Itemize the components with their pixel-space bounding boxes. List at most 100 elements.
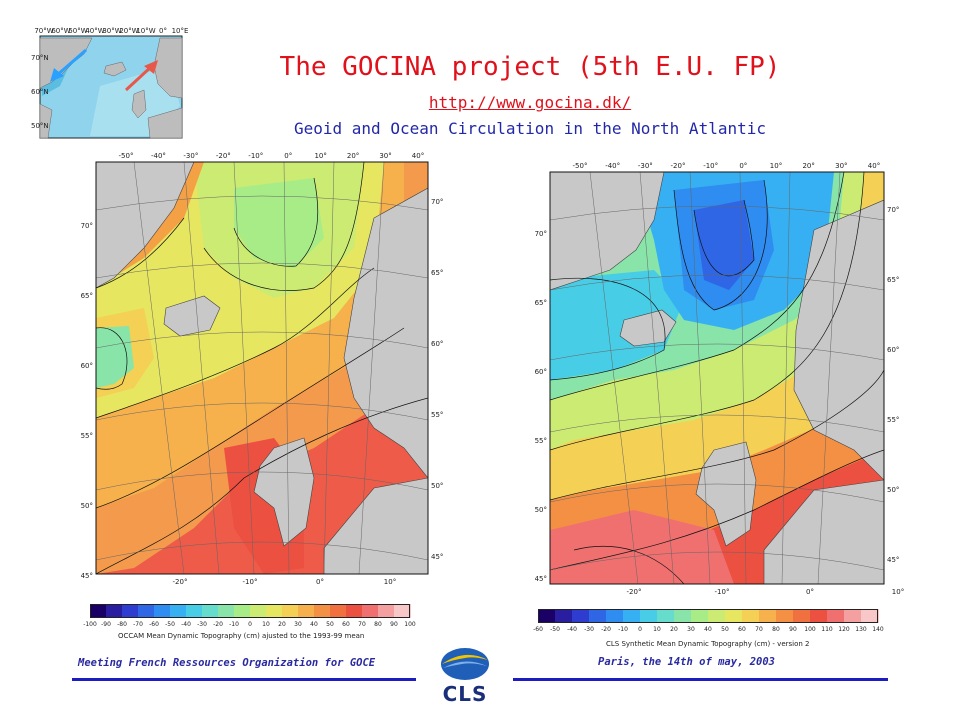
- colorbar-tick-label: 60: [738, 626, 746, 633]
- colorbar-swatch: [298, 604, 315, 618]
- left-map-iceland: [163, 295, 221, 337]
- colorbar-tick-label: 0: [248, 621, 252, 628]
- colorbar-tick-label: -30: [584, 626, 594, 633]
- map-right-lat-label: 55°: [887, 416, 899, 424]
- colorbar-tick-label: -10: [618, 626, 628, 633]
- map-bottom-lon-label: -10°: [715, 588, 730, 596]
- colorbar-tick-label: -60: [149, 621, 159, 628]
- colorbar-swatch: [640, 609, 658, 623]
- left-colorbar: -100 -90 -80 -70 -60 -50 -40 -30 -20 -10 0 10 20 30 40…: [82, 604, 428, 644]
- colorbar-tick-label: -40: [567, 626, 577, 633]
- colorbar-swatch: [234, 604, 251, 618]
- map-bottom-lon-label: 0°: [316, 578, 324, 586]
- map-bottom-lon-label: 0°: [806, 588, 814, 596]
- right-map-scandinavia: [793, 199, 884, 481]
- map-bottom-lon-label: 10°: [892, 588, 904, 596]
- colorbar-tick-label: 0: [638, 626, 642, 633]
- footer-left-rule: [72, 678, 416, 681]
- colorbar-tick-label: -80: [117, 621, 127, 628]
- map-left-lat-label: 70°: [535, 230, 547, 238]
- colorbar-swatch: [394, 604, 411, 618]
- inset-top-tick-label: 70°W: [34, 27, 53, 35]
- inset-red-arrow: [124, 60, 158, 92]
- colorbar-swatch: [186, 604, 203, 618]
- colorbar-swatch: [674, 609, 692, 623]
- left-colorbar-caption: OCCAM Mean Dynamic Topography (cm) ajust…: [118, 632, 365, 640]
- map-top-lon-label: 0°: [284, 152, 292, 160]
- map-top-lon-label: 40°: [868, 162, 880, 170]
- colorbar-swatch: [282, 604, 299, 618]
- right-colorbar: -60 -50 -40 -30 -20 -10 0 10 20 30 40 50 60 70 80 90 100…: [532, 609, 892, 649]
- page-title: The GOCINA project (5th E.U. FP): [279, 52, 781, 82]
- colorbar-swatch: [691, 609, 709, 623]
- inset-map: 70°W60°W50°W40°W30°W20°W10°W 0° 10°E 70°N 6…: [30, 26, 192, 148]
- left-map-scandinavia: [343, 187, 428, 479]
- map-left-lat-label: 65°: [535, 299, 547, 307]
- colorbar-tick-label: 30: [294, 621, 302, 628]
- colorbar-swatch: [122, 604, 139, 618]
- colorbar-swatch: [708, 609, 726, 623]
- map-bottom-lon-label: -10°: [243, 578, 258, 586]
- colorbar-tick-label: -30: [197, 621, 207, 628]
- inset-top-tick-label: 30°W: [102, 27, 121, 35]
- colorbar-tick-label: 100: [804, 626, 816, 633]
- colorbar-swatch: [810, 609, 828, 623]
- map-top-lon-label: 10°: [314, 152, 326, 160]
- project-url-link[interactable]: http://www.gocina.dk/: [428, 93, 632, 112]
- map-left-lat-label: 45°: [535, 575, 547, 583]
- right-map-europe: [763, 479, 884, 584]
- colorbar-tick-label: -20: [213, 621, 223, 628]
- colorbar-swatch: [154, 604, 171, 618]
- map-right-lat-label: 65°: [431, 269, 443, 277]
- colorbar-swatch: [793, 609, 811, 623]
- map-left-lat-label: 55°: [81, 432, 93, 440]
- map-top-lon-label: 10°: [770, 162, 782, 170]
- map-bottom-lon-label: 10°: [384, 578, 396, 586]
- colorbar-tick-label: 70: [358, 621, 366, 628]
- colorbar-tick-label: 10: [262, 621, 270, 628]
- map-left-lat-label: 60°: [81, 362, 93, 370]
- map-top-lon-label: 20°: [347, 152, 359, 160]
- colorbar-swatch: [827, 609, 845, 623]
- colorbar-swatch: [330, 604, 347, 618]
- colorbar-tick-label: 40: [704, 626, 712, 633]
- footer-right-rule: [513, 678, 888, 681]
- map-bottom-lon-label: -20°: [627, 588, 642, 596]
- colorbar-swatch: [138, 604, 155, 618]
- colorbar-tick-label: -60: [533, 626, 543, 633]
- map-left-lat-label: 65°: [81, 292, 93, 300]
- colorbar-swatch: [250, 604, 267, 618]
- cls-globe-icon: [441, 648, 489, 680]
- map-right-lat-label: 70°: [431, 198, 443, 206]
- map-top-lon-label: 40°: [412, 152, 424, 160]
- map-top-lon-label: -10°: [703, 162, 718, 170]
- colorbar-swatch: [90, 604, 107, 618]
- colorbar-tick-label: -90: [101, 621, 111, 628]
- colorbar-tick-label: 70: [755, 626, 763, 633]
- colorbar-swatch: [657, 609, 675, 623]
- map-bottom-lon-label: -20°: [173, 578, 188, 586]
- colorbar-swatch: [170, 604, 187, 618]
- right-map-british-isles: [695, 441, 757, 547]
- colorbar-tick-label: -40: [181, 621, 191, 628]
- inset-top-tick-label: 40°W: [85, 27, 104, 35]
- map-top-lon-label: -40°: [151, 152, 166, 160]
- map-right-lat-label: 50°: [431, 482, 443, 490]
- map-top-lon-label: -50°: [119, 152, 134, 160]
- colorbar-swatch: [555, 609, 573, 623]
- colorbar-tick-label: -50: [550, 626, 560, 633]
- colorbar-swatch: [314, 604, 331, 618]
- colorbar-tick-label: -20: [601, 626, 611, 633]
- footer-date-text: Paris, the 14th of may, 2003: [598, 656, 776, 668]
- colorbar-tick-label: -50: [165, 621, 175, 628]
- colorbar-swatch: [202, 604, 219, 618]
- colorbar-tick-label: 90: [390, 621, 398, 628]
- inset-blue-arrow: [50, 48, 87, 82]
- colorbar-swatch: [572, 609, 590, 623]
- colorbar-tick-label: 20: [278, 621, 286, 628]
- map-top-lon-label: 0°: [739, 162, 747, 170]
- colorbar-tick-label: 30: [687, 626, 695, 633]
- map-top-lon-label: 20°: [802, 162, 814, 170]
- left-map-british-isles: [253, 437, 315, 547]
- page-subtitle: Geoid and Ocean Circulation in the North…: [293, 119, 766, 138]
